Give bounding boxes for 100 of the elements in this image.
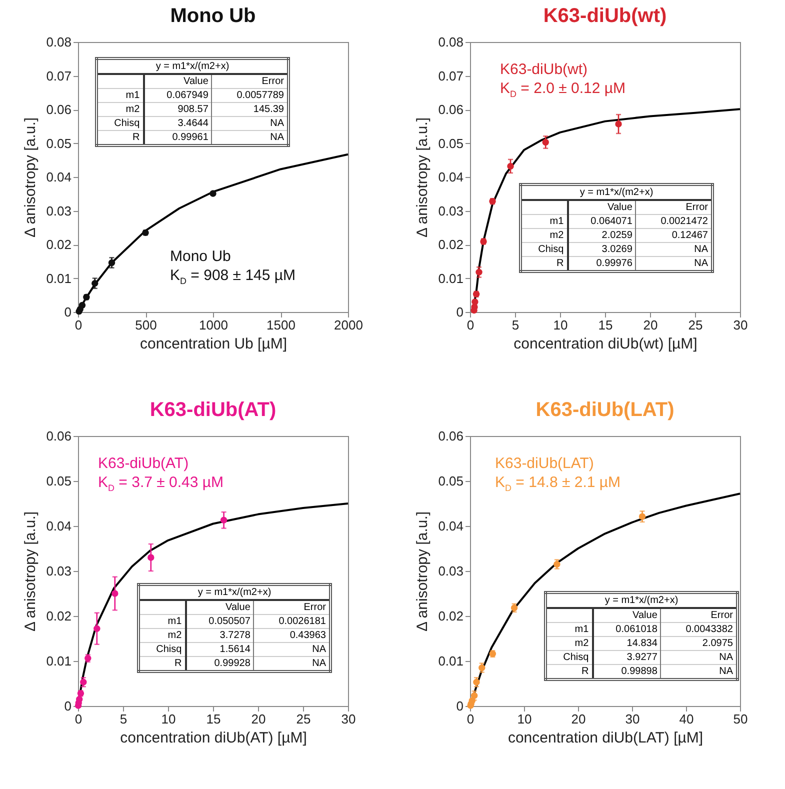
x-tick-label: 1500 (266, 318, 296, 332)
annotation: K63-diUb(LAT) (495, 455, 594, 472)
annotation: 3.0269 (568, 242, 636, 256)
annotation: Value (568, 200, 636, 214)
x-tick-label: 50 (733, 712, 748, 726)
annotation: K63-diUb(wt) (500, 61, 588, 78)
x-tick-label: 0 (466, 712, 474, 726)
y-tick-label: 0.02 (46, 608, 72, 624)
y-tick-label: 0.05 (438, 474, 464, 488)
annotation: 0.12467 (636, 228, 712, 242)
annotation: NA (636, 242, 712, 256)
y-tick-label: 0.02 (46, 237, 72, 252)
annotation: 145.39 (212, 102, 288, 116)
annotation: Value (186, 600, 254, 614)
annotation: 3.4644 (144, 116, 212, 130)
annotation: 2.0259 (568, 228, 636, 242)
x-tick-label: 15 (598, 318, 613, 332)
annotation: Error (636, 200, 712, 214)
y-tick-label: 0 (64, 698, 72, 714)
y-tick-label: 0.03 (438, 564, 464, 578)
y-tick-label: 0.03 (438, 203, 464, 218)
annotation: K$_{D}$ = 3.7 ± 0.43 µM (98, 474, 224, 493)
x-tick-label: 0 (74, 318, 82, 332)
y-axis-title: Δ anisotropy [a.u.] (414, 117, 432, 238)
x-tick-label: 20 (643, 318, 658, 332)
annotation: 0.0026181 (254, 614, 330, 628)
annotation: 1.5614 (186, 642, 254, 656)
x-tick-label: 5 (512, 318, 520, 332)
x-tick-label: 10 (517, 712, 532, 726)
y-tick-label: 0.02 (438, 237, 464, 252)
y-tick-label: 0.08 (438, 34, 464, 50)
annotation: y = m1*x/(m2+x) (546, 592, 738, 608)
annotation: 0.99898 (592, 664, 661, 680)
x-tick-label: 25 (688, 318, 703, 332)
y-axis-title: Δ anisotropy [a.u.] (22, 117, 40, 238)
y-tick-label: 0 (64, 304, 72, 320)
y-tick-label: 0.05 (46, 474, 72, 488)
annotation: y = m1*x/(m2+x) (520, 184, 712, 200)
annotation: NA (254, 656, 330, 672)
annotation: y = m1*x/(m2+x) (96, 58, 288, 74)
annotation: Chisq (96, 116, 144, 130)
annotation: 0.067949 (144, 88, 212, 102)
x-axis-title: concentration diUb(AT) [µM] (120, 730, 307, 746)
annotation: NA (660, 664, 738, 680)
y-axis-title: Δ anisotropy [a.u.] (414, 511, 432, 632)
annotation: Error (212, 74, 288, 88)
annotation: NA (212, 116, 288, 130)
y-tick-label: 0.01 (438, 654, 464, 668)
x-tick-label: 40 (679, 712, 694, 726)
chart-title: Mono Ub (170, 5, 256, 27)
y-tick-label: 0.07 (438, 68, 464, 84)
annotation: 3.9277 (592, 650, 661, 664)
x-axis-title: concentration diUb(LAT) [µM] (508, 730, 704, 746)
annotation: NA (212, 130, 288, 146)
y-tick-label: 0.05 (438, 136, 464, 151)
x-tick-label: 5 (120, 712, 128, 726)
x-tick-label: 30 (341, 712, 356, 726)
x-tick-label: 10 (553, 318, 568, 332)
annotation: 0.99961 (144, 130, 212, 146)
y-tick-label: 0.06 (438, 428, 464, 444)
y-tick-label: 0 (456, 304, 464, 320)
annotation: R (138, 656, 186, 672)
y-tick-label: 0.04 (46, 518, 72, 534)
chart-title: K63-diUb(wt) (543, 5, 667, 27)
y-axis-title: Δ anisotropy [a.u.] (22, 511, 40, 632)
x-tick-label: 20 (251, 712, 266, 726)
y-tick-label: 0.04 (438, 518, 464, 534)
annotation: K$_{D}$ = 14.8 ± 2.1 µM (495, 474, 621, 493)
annotation: NA (636, 256, 712, 272)
x-tick-label: 2000 (334, 318, 363, 332)
annotation: m1 (546, 622, 593, 636)
y-tick-label: 0.05 (46, 136, 72, 151)
annotation: m2 (546, 636, 593, 650)
annotation: NA (254, 642, 330, 656)
annotation: Chisq (520, 242, 568, 256)
annotation: 908.57 (144, 102, 212, 116)
y-tick-label: 0.06 (46, 102, 72, 117)
annotation: m2 (96, 102, 144, 116)
x-tick-label: 10 (161, 712, 176, 726)
x-tick-label: 30 (733, 318, 748, 332)
annotation: 0.99976 (568, 256, 636, 272)
annotation: 0.0057789 (212, 88, 288, 102)
annotation: Error (660, 608, 738, 622)
annotation: 0.0043382 (660, 622, 738, 636)
y-tick-label: 0.01 (46, 270, 72, 286)
annotation: NA (660, 650, 738, 664)
x-tick-label: 20 (571, 712, 586, 726)
annotation: 0.43963 (254, 628, 330, 642)
y-tick-label: 0.03 (46, 203, 72, 218)
annotation: 14.834 (592, 636, 661, 650)
annotation: m2 (520, 228, 568, 242)
annotation: m1 (520, 214, 568, 228)
x-tick-label: 500 (135, 318, 157, 332)
annotation: Value (144, 74, 212, 88)
annotation: m2 (138, 628, 186, 642)
y-tick-label: 0.06 (46, 428, 72, 444)
chart-title: K63-diUb(AT) (150, 399, 276, 421)
annotation: K$_{D}$ = 908 ± 145 µM (170, 267, 296, 286)
annotation: 0.050507 (186, 614, 254, 628)
annotation: Chisq (138, 642, 186, 656)
